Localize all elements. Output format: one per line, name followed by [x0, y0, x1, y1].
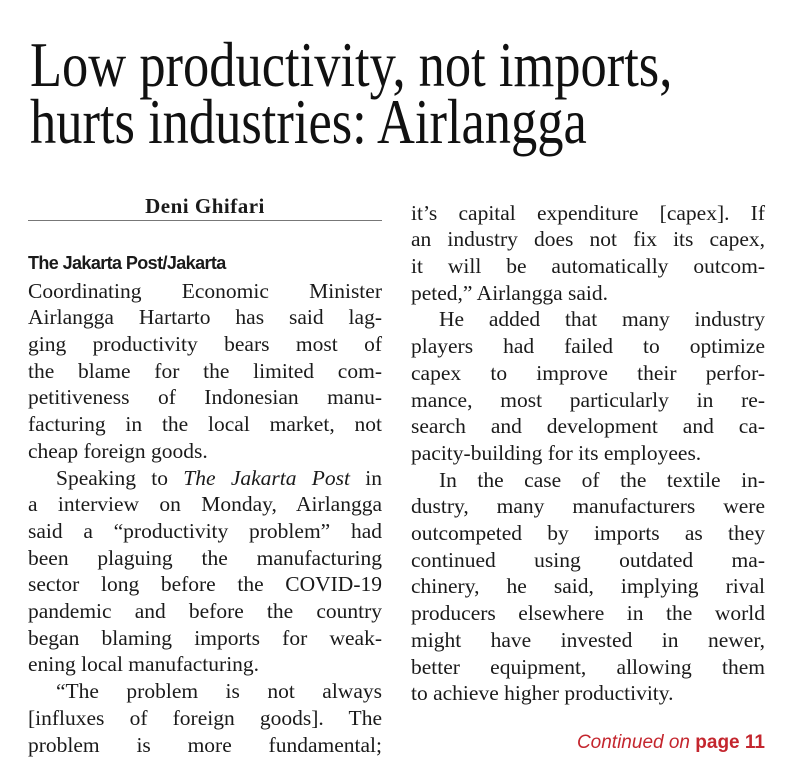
text-line: better equipment, allowing them	[411, 654, 765, 679]
text-line: the blame for the limited com-	[28, 358, 382, 383]
text-line: a interview on Monday, Airlangga	[28, 492, 382, 517]
text-line: peted,” Airlangga said.	[411, 280, 609, 305]
text-line: pandemic and before the country	[28, 599, 382, 624]
text-line: problem is more fundamental;	[28, 732, 382, 757]
italic-text: The Jakarta Post	[183, 465, 350, 490]
text-line: “The problem is not always	[56, 679, 382, 704]
text-line: [influxes of foreign goods]. The	[28, 705, 382, 730]
text-line: Coordinating Economic Minister	[28, 278, 382, 303]
continued-note: Continued on page 11	[577, 732, 765, 754]
text-line: it will be automatically outcom-	[411, 254, 765, 279]
text-line: said a “productivity problem” had	[28, 518, 382, 543]
text-line: petitiveness of Indonesian manu-	[28, 385, 382, 410]
text-line: to achieve higher productivity.	[411, 681, 674, 706]
continued-text: Continued on	[576, 732, 690, 753]
text-line: been plaguing the manufacturing	[28, 545, 382, 570]
text-line: pacity-building for its employees.	[411, 440, 702, 465]
text-line: might have invested in newer,	[411, 627, 765, 652]
text-line: search and development and ca-	[411, 414, 765, 439]
text-line: Airlangga Hartarto has said lag-	[28, 305, 382, 330]
text-line: ging productivity bears most of	[28, 332, 382, 357]
text-line: Speaking to The Jakarta Post in	[56, 465, 382, 492]
text-line: In the case of the textile in-	[439, 467, 765, 492]
text-line: cheap foreign goods.	[28, 438, 208, 463]
text-segment: Speaking to	[56, 465, 184, 490]
text-line: facturing in the local market, not	[28, 412, 382, 437]
text-line: ening local manufacturing.	[28, 652, 260, 677]
text-line: producers elsewhere in the world	[411, 601, 765, 626]
rule	[28, 220, 382, 221]
text-line: chinery, he said, implying rival	[411, 574, 765, 599]
text-line: players had failed to optimize	[411, 334, 765, 359]
dateline: The Jakarta Post/Jakarta	[28, 253, 226, 273]
text-line: continued using outdated ma-	[411, 547, 765, 572]
text-line: outcompeted by imports as they	[411, 521, 765, 546]
text-line: mance, most particularly in re-	[411, 387, 765, 412]
headline: hurts industries: Airlangga	[30, 86, 587, 157]
text-line: sector long before the COVID-19	[28, 572, 382, 597]
continued-page: page 11	[695, 732, 765, 753]
text-line: capex to improve their perfor-	[411, 360, 765, 385]
text-line: began blaming imports for weak-	[28, 625, 382, 650]
byline: Deni Ghifari	[145, 194, 265, 218]
text-segment: in	[350, 465, 382, 490]
headline: Low productivity, not imports,	[30, 29, 673, 100]
text-line: it’s capital expenditure [capex]. If	[411, 200, 765, 225]
text-line: He added that many industry	[439, 307, 765, 332]
text-line: an industry does not fix its capex,	[411, 227, 765, 252]
text-line: dustry, many manufacturers were	[411, 494, 765, 519]
